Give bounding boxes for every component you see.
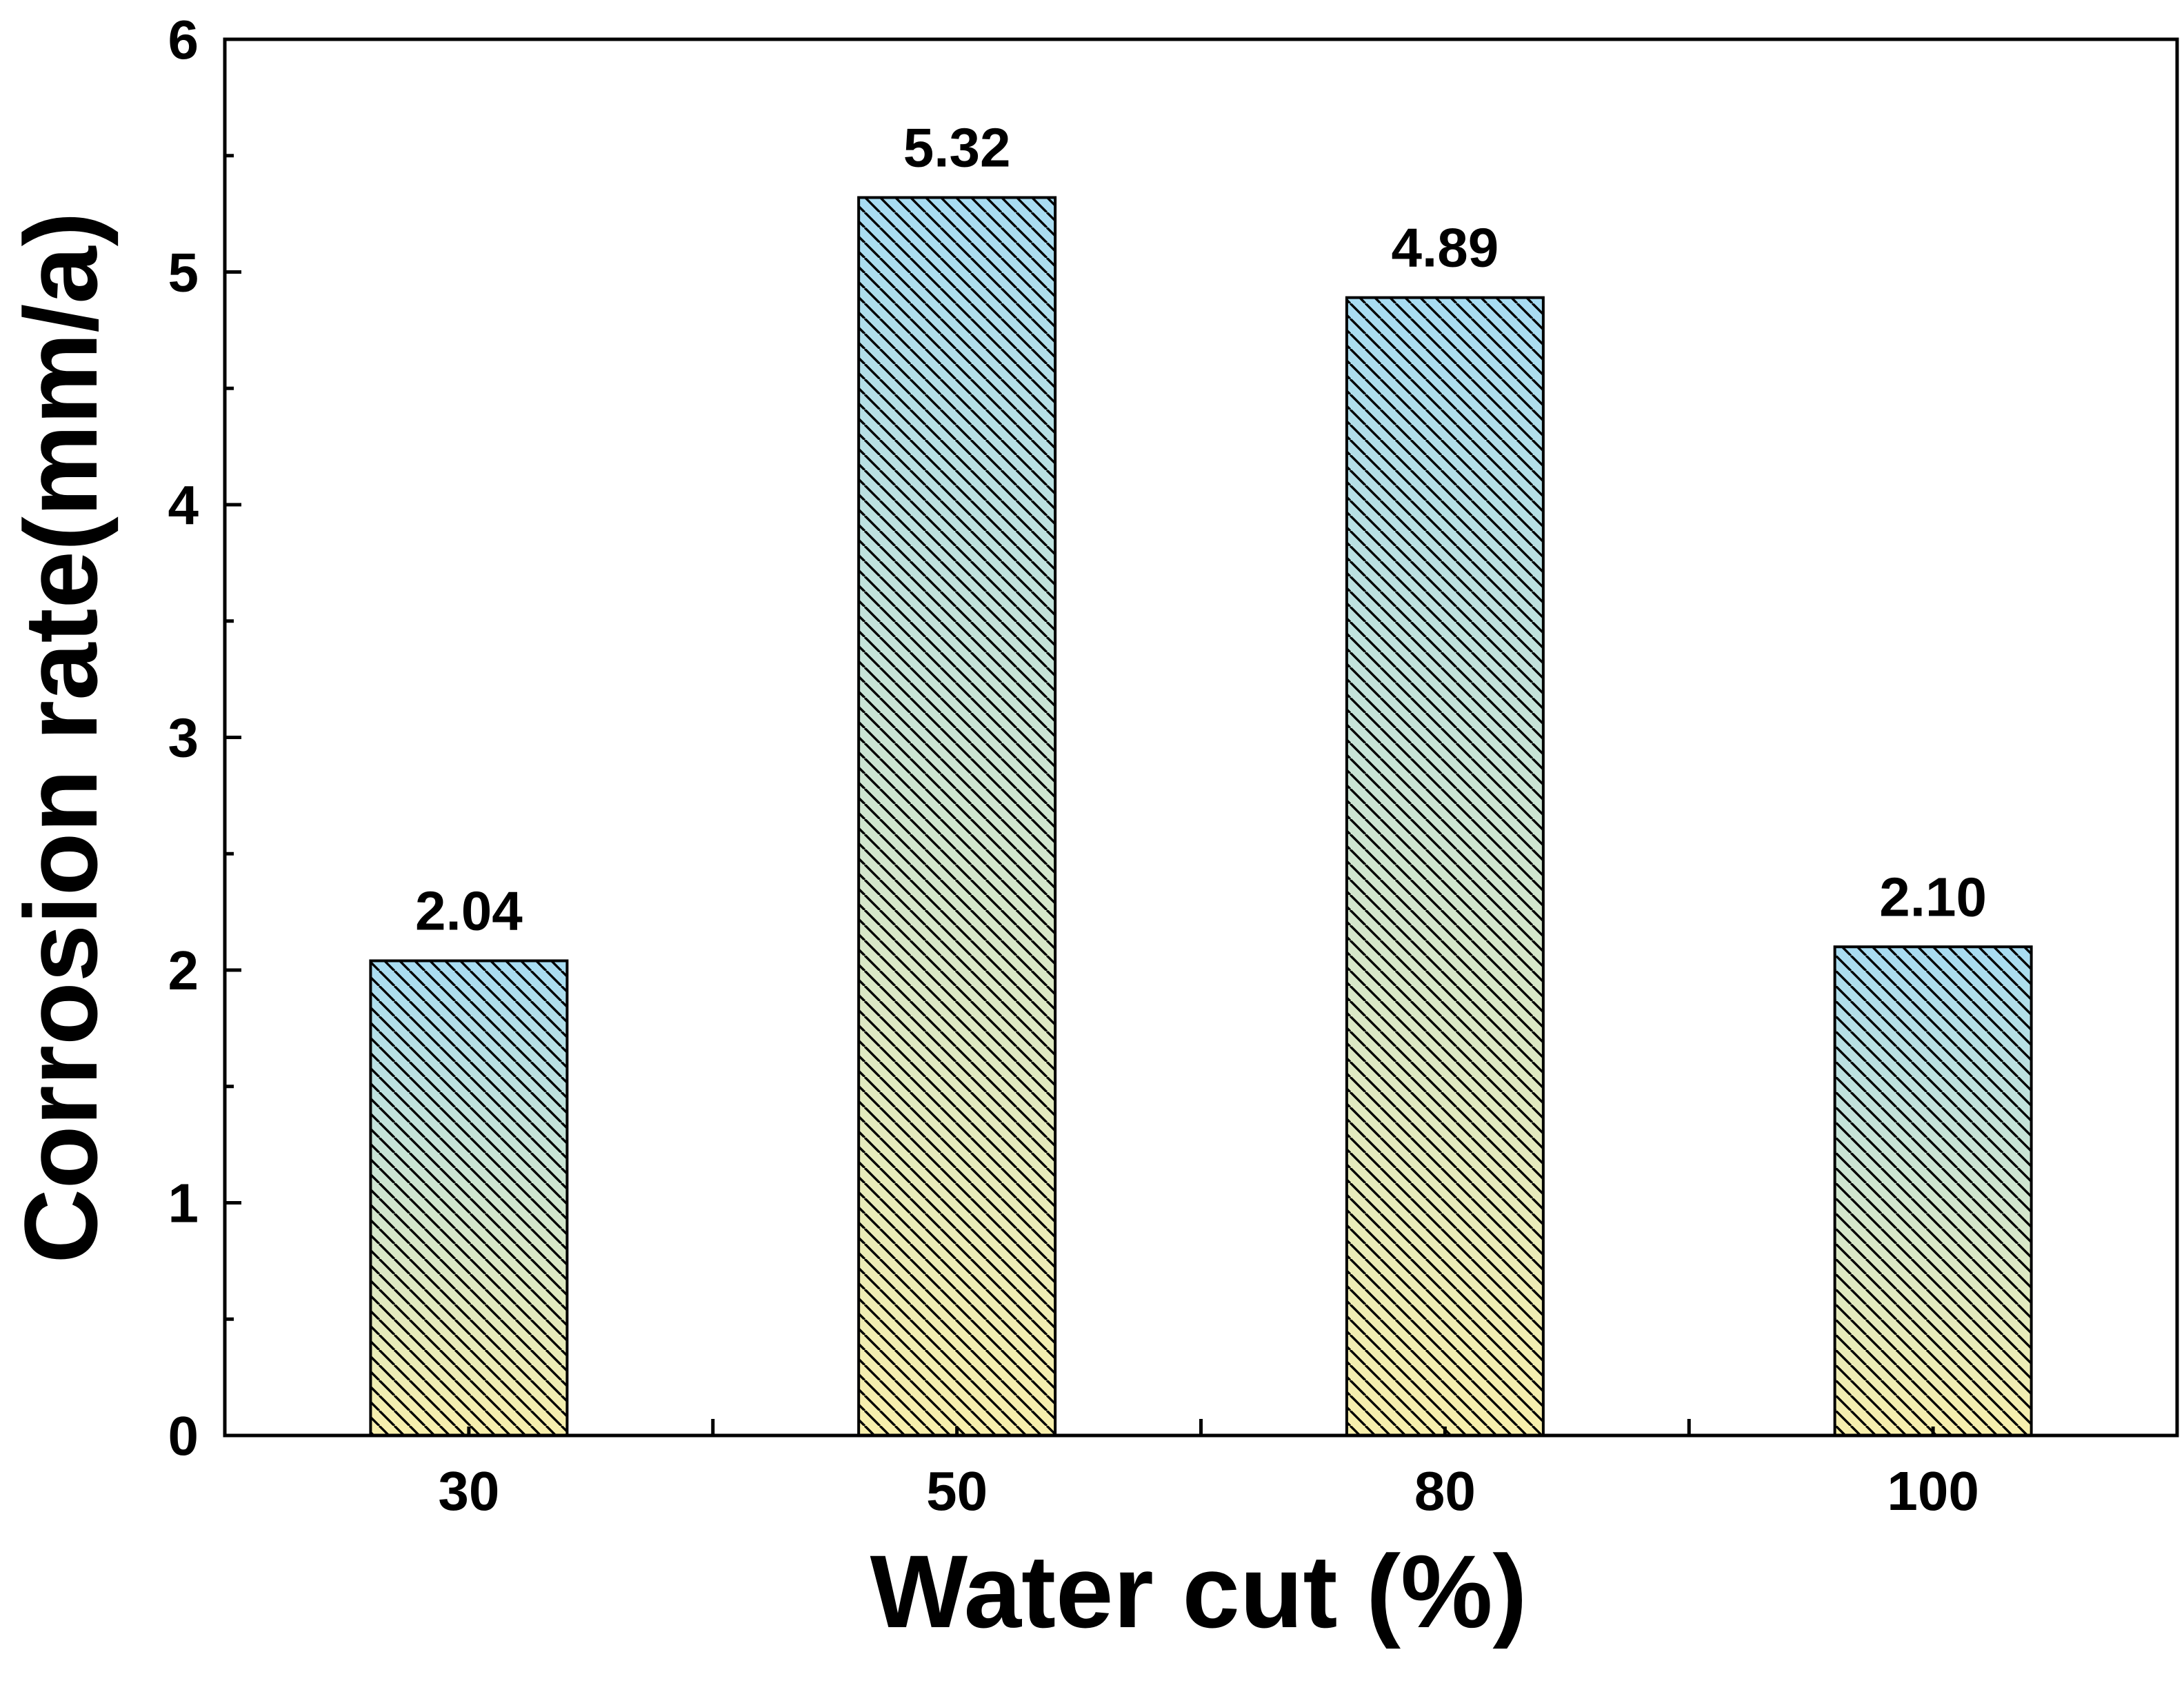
x-tick-label-50: 50 — [926, 1460, 988, 1522]
labels-layer: 2.04 30 5.32 50 4.89 80 2.10 100 0 1 2 3 4 5 6 — [168, 9, 1987, 1522]
bar-hatch — [1345, 296, 1545, 1437]
x-tick-label-80: 80 — [1414, 1460, 1476, 1522]
value-label-30: 2.04 — [415, 880, 523, 942]
y-tick-label-5: 5 — [168, 242, 199, 303]
bar-hatch — [369, 959, 569, 1437]
value-label-50: 5.32 — [903, 117, 1011, 179]
y-tick-label-0: 0 — [168, 1405, 199, 1467]
y-tick-label-6: 6 — [168, 9, 199, 70]
bar-80 — [1345, 296, 1545, 1437]
y-tick-label-2: 2 — [168, 940, 199, 1001]
bar-30 — [369, 959, 569, 1437]
bar-hatch — [1833, 945, 2033, 1437]
value-label-80: 4.89 — [1392, 217, 1499, 279]
y-tick-label-1: 1 — [168, 1173, 199, 1234]
bar-hatch — [857, 196, 1057, 1437]
bars-layer — [369, 196, 2033, 1437]
y-axis-title: Corrosion rate(mm/a) — [3, 212, 119, 1263]
x-axis-title: Water cut (%) — [870, 1533, 1527, 1649]
bar-100 — [1833, 945, 2033, 1437]
axes-layer — [223, 37, 2179, 1438]
y-tick-label-3: 3 — [168, 707, 199, 769]
x-tick-label-100: 100 — [1887, 1460, 1978, 1522]
x-tick-label-30: 30 — [438, 1460, 499, 1522]
value-label-100: 2.10 — [1879, 866, 1987, 927]
y-tick-label-4: 4 — [168, 474, 199, 536]
bar-50 — [857, 196, 1057, 1437]
